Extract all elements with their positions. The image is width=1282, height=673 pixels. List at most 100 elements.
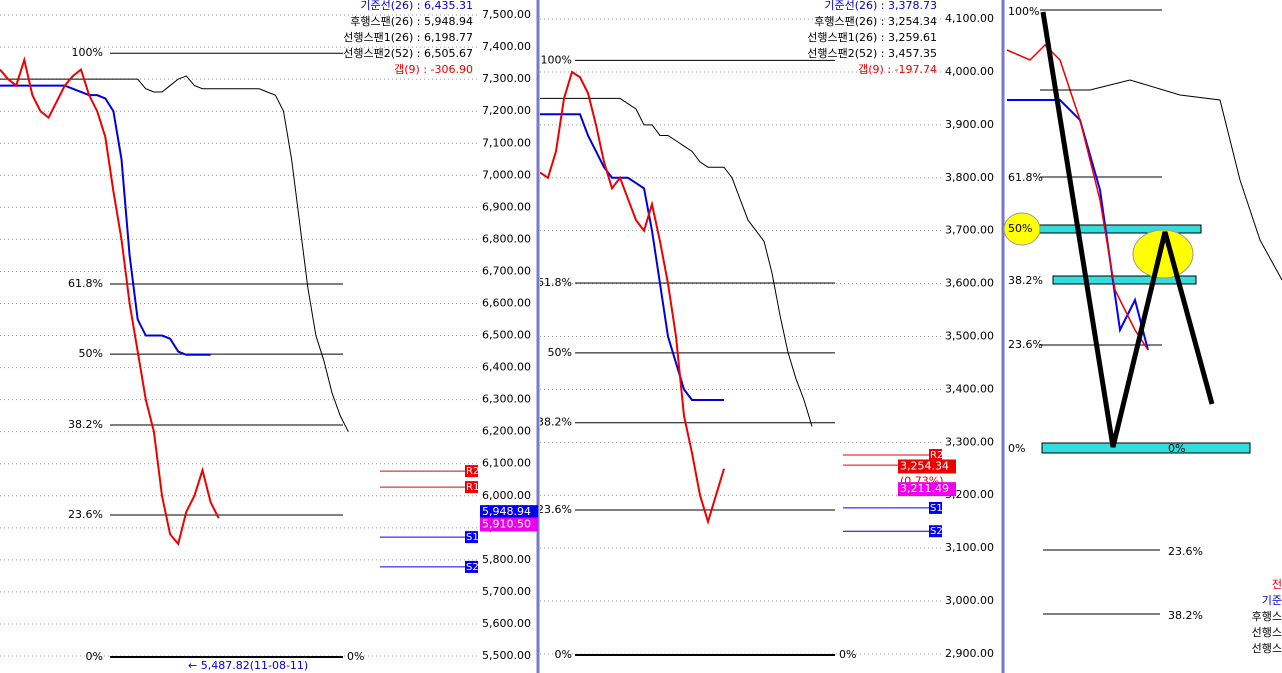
indicator-info: 선행스팬1(26) : 6,198.77 [343, 31, 473, 44]
fib-label: 0% [555, 648, 572, 661]
low-note: ← 5,487.82(11-08-11) [188, 659, 308, 672]
y-tick-label: 3,100.00 [945, 541, 994, 554]
y-tick-label: 4,000.00 [945, 65, 994, 78]
y-tick-label: 5,600.00 [482, 617, 531, 630]
y-tick-label: 3,900.00 [945, 118, 994, 131]
fib-label: 50% [548, 346, 572, 359]
pivot-label: S1 [466, 532, 479, 543]
indicator-info: 기준 [1262, 594, 1282, 607]
y-tick-label: 6,000.00 [482, 489, 531, 502]
y-tick-label: 6,500.00 [482, 329, 531, 342]
span-line [1040, 79, 1282, 281]
fib-label: 23.6% [68, 508, 103, 521]
close-line [0, 56, 220, 546]
indicator-info: 전 [1272, 578, 1282, 591]
indicator-info: 후행스팬(26) : 3,254.34 [814, 15, 937, 28]
pivot-label: R1 [466, 482, 479, 493]
pivot-label: R2 [466, 466, 479, 477]
indicator-info: 기준선(26) : 6,435.31 [360, 0, 473, 12]
y-tick-label: 4,100.00 [945, 12, 994, 25]
price-tag-label: 5,948.94 [482, 505, 531, 518]
indicator-info: 선행스 [1252, 626, 1282, 639]
kijun-line [0, 84, 211, 356]
y-tick-label: 6,200.00 [482, 425, 531, 438]
zone-box [1041, 442, 1251, 454]
price-tag [480, 517, 538, 532]
pivot-label: S2 [930, 526, 943, 537]
span-line [540, 97, 813, 427]
y-tick-label: 6,300.00 [482, 393, 531, 406]
kijun-line [1007, 99, 1149, 351]
y-tick-label: 3,300.00 [945, 435, 994, 448]
price-tag-label: 5,910.50 [482, 517, 531, 530]
y-tick-label: 7,500.00 [482, 8, 531, 21]
indicator-info: 선행스 [1252, 642, 1282, 655]
pivot-box [929, 501, 942, 514]
fib-label: 0% [86, 650, 103, 663]
y-tick-label: 3,700.00 [945, 224, 994, 237]
indicator-info: 기준선(26) : 3,378.73 [824, 0, 937, 12]
fib-label: 100% [541, 53, 572, 66]
zigzag [1040, 11, 1215, 448]
pattern-panel [1003, 9, 1282, 615]
indicator-info: 갭(9) : -306.90 [394, 63, 473, 76]
y-tick-label: 5,800.00 [482, 553, 531, 566]
fib-label: 23.6% [1008, 338, 1043, 351]
fib-label: 23.6% [537, 503, 572, 516]
fib-label: 38.2% [68, 418, 103, 431]
pivot-label: R2 [930, 450, 943, 461]
pivot-box [465, 481, 478, 494]
pivot-box [929, 525, 942, 538]
fib-label: 61.8% [1008, 171, 1043, 184]
fib-label: 50% [79, 347, 103, 360]
pivot-box [465, 465, 478, 478]
y-tick-label: 3,800.00 [945, 171, 994, 184]
y-tick-label: 7,000.00 [482, 168, 531, 181]
pivot-box [465, 531, 478, 544]
y-tick-label: 6,600.00 [482, 296, 531, 309]
fib-label: 61.8% [68, 277, 103, 290]
indicator-info: 후행스팬(26) : 5,948.94 [350, 15, 473, 28]
fib-label: 100% [1008, 5, 1039, 18]
fib-label: 0% [1168, 442, 1185, 455]
price-tag-label: 3,211.49 [900, 482, 949, 495]
pivot-box [465, 560, 478, 573]
fib-label: 100% [72, 46, 103, 59]
price-tag [898, 459, 956, 474]
y-tick-label: 3,600.00 [945, 277, 994, 290]
fib-label: 50% [1008, 222, 1032, 235]
y-tick-label: 2,900.00 [945, 647, 994, 660]
highlight [1003, 212, 1041, 246]
y-tick-label: 6,100.00 [482, 457, 531, 470]
highlight [1132, 229, 1194, 279]
price-tag [480, 505, 538, 520]
y-tick-label: 5,500.00 [482, 649, 531, 662]
pivot-label: S2 [466, 562, 479, 573]
price-tag-label: 3,254.34 [900, 459, 949, 472]
y-tick-label: 6,800.00 [482, 232, 531, 245]
y-tick-label: 3,000.00 [945, 594, 994, 607]
y-tick-label: 3,500.00 [945, 330, 994, 343]
fib-label: 38.2% [1008, 274, 1043, 287]
pivot-box [929, 449, 942, 462]
fib-label: 38.2% [537, 416, 572, 429]
y-tick-label: 5,700.00 [482, 585, 531, 598]
indicator-info: 선행스팬2(52) : 3,457.35 [807, 47, 937, 60]
fib-label: 38.2% [1168, 609, 1203, 622]
indicator-info: 선행스팬1(26) : 3,259.61 [807, 31, 937, 44]
close-line [540, 70, 725, 526]
indicator-info: 선행스팬2(52) : 6,505.67 [343, 47, 473, 60]
y-tick-label: 3,200.00 [945, 488, 994, 501]
y-tick-label: 7,100.00 [482, 136, 531, 149]
span-line [0, 75, 349, 432]
y-tick-label: 6,700.00 [482, 264, 531, 277]
chart-panel: 100% 61.8% 50% 38.2% 23.6% 0% 0% [0, 14, 478, 663]
y-tick-label: 6,400.00 [482, 361, 531, 374]
chart-panel: 100% 61.8% 50% 38.2% 23.6% 0% 0% [537, 18, 941, 661]
y-tick-label: 7,200.00 [482, 104, 531, 117]
zone-box [1052, 275, 1197, 285]
price-tag [898, 482, 956, 497]
fib-label: 61.8% [537, 276, 572, 289]
y-tick-label: 6,900.00 [482, 200, 531, 213]
